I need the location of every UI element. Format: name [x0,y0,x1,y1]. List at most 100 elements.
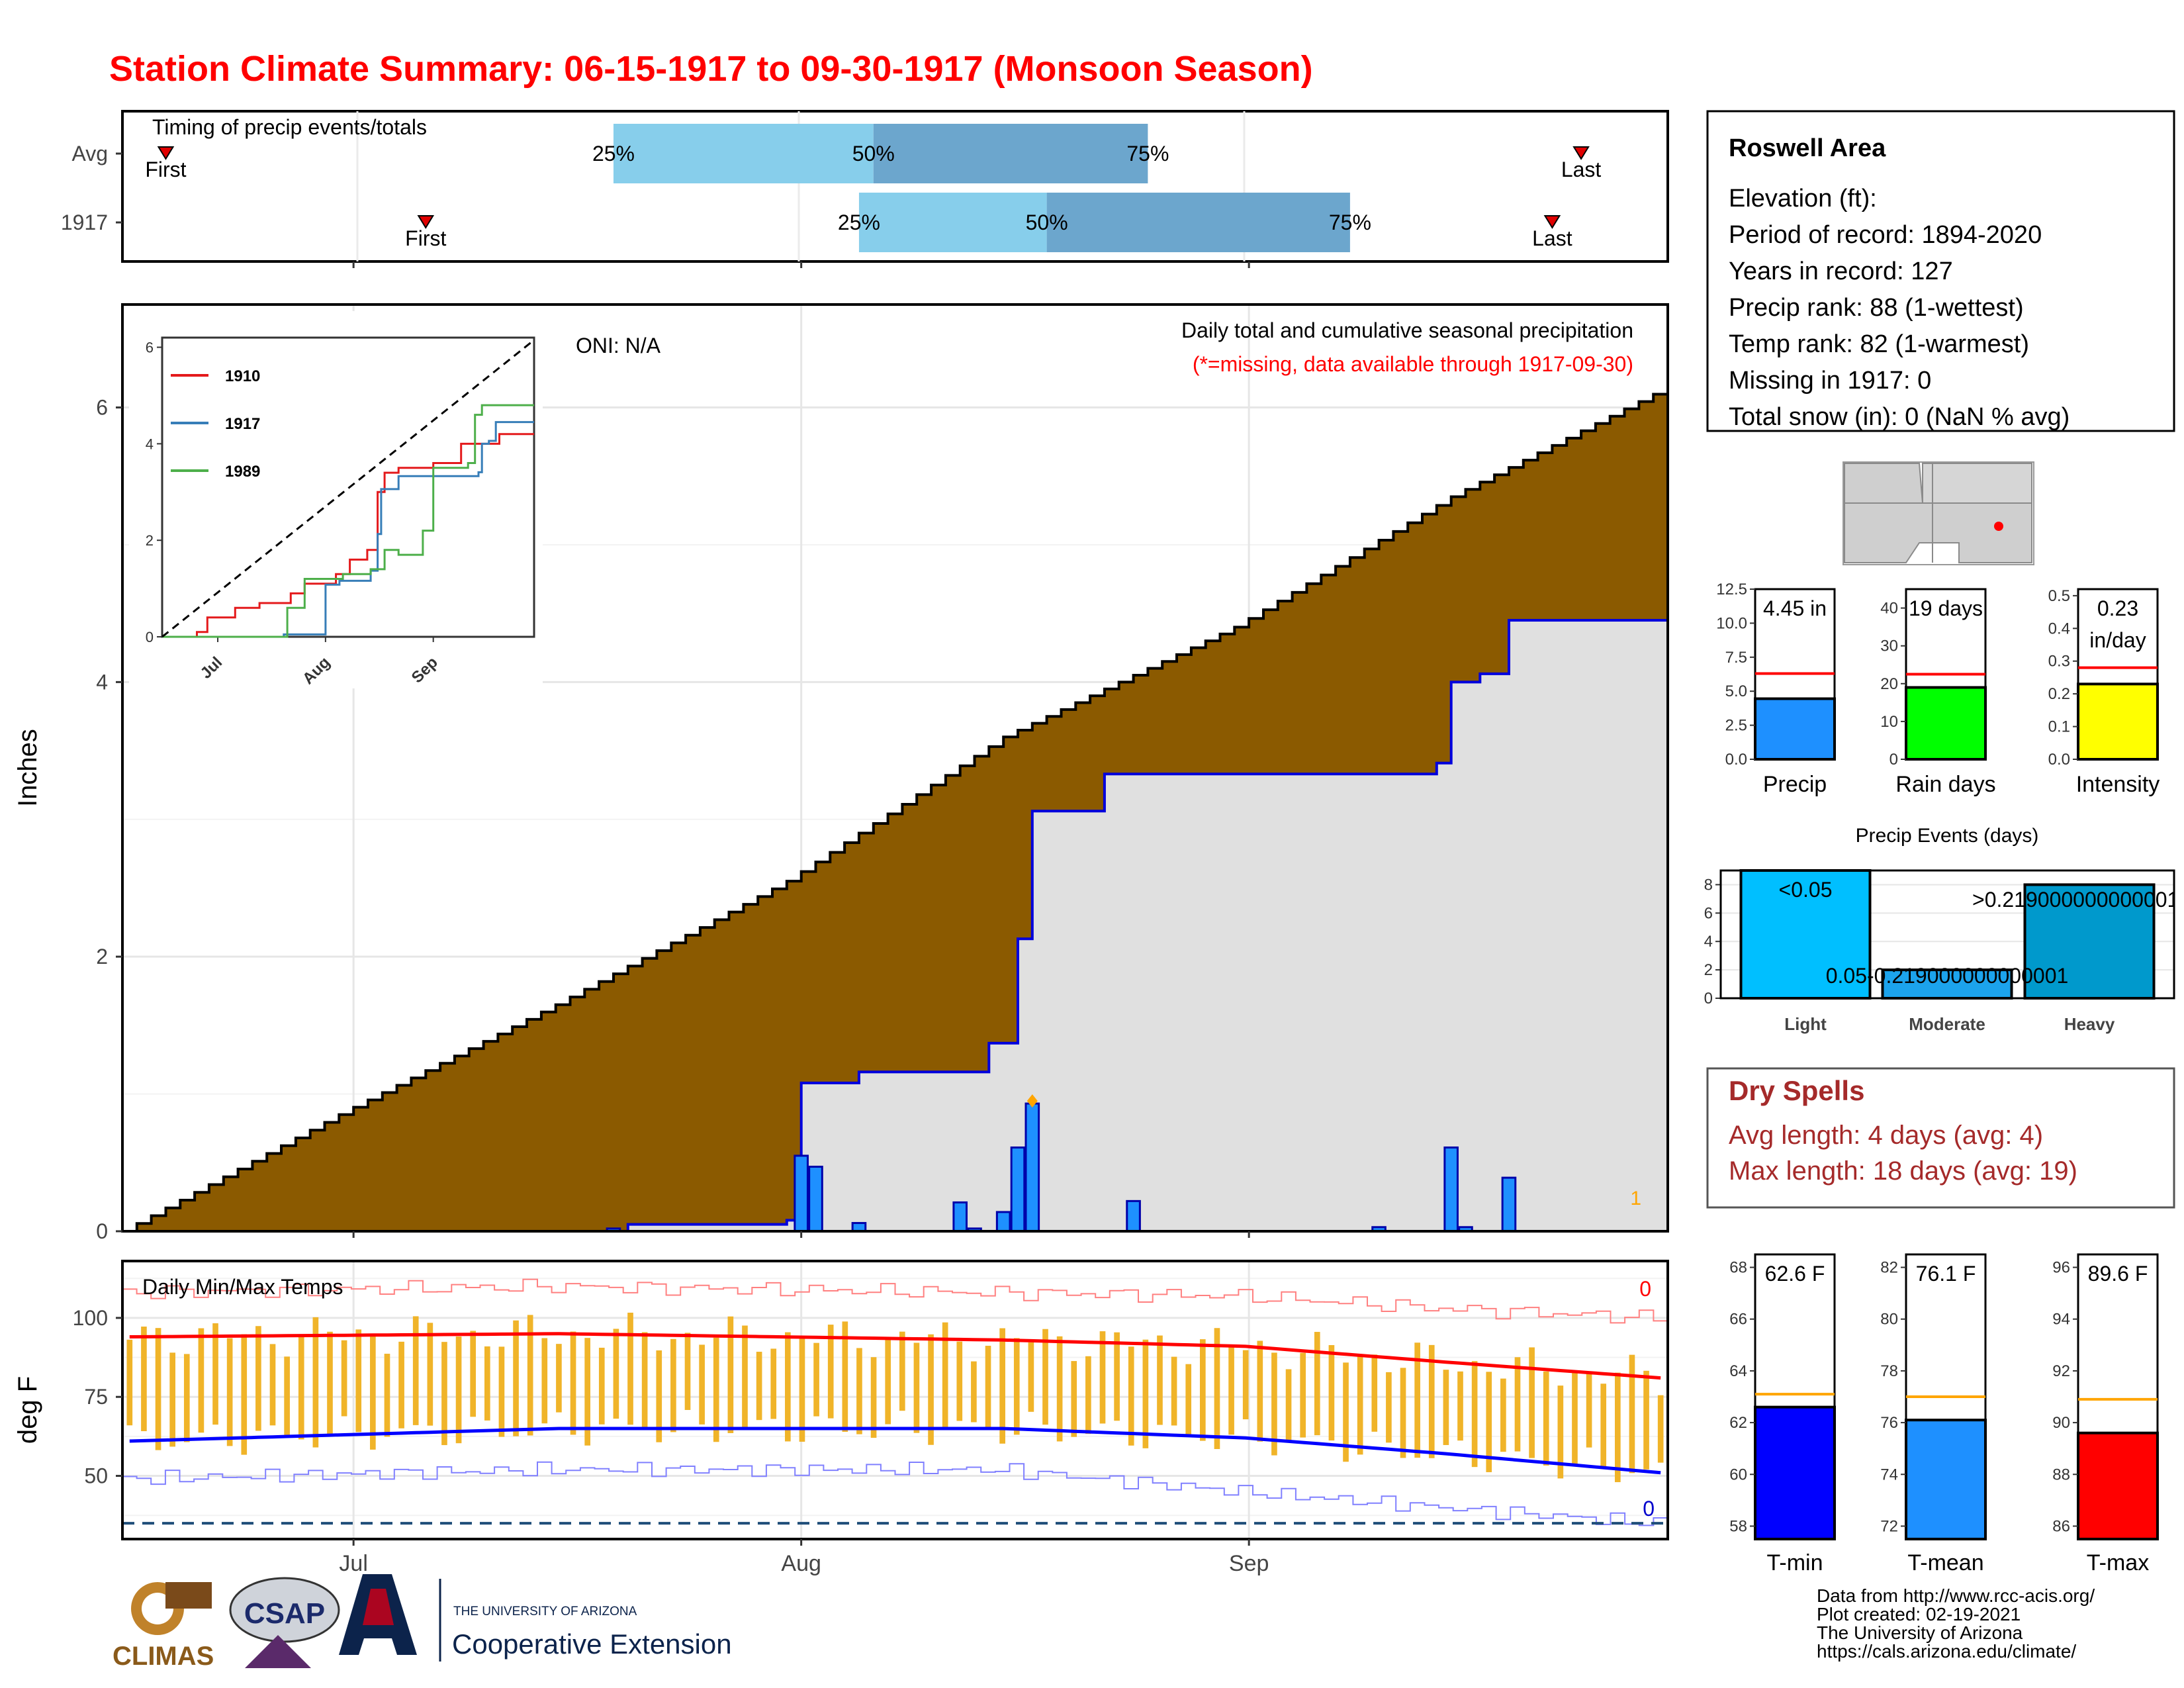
station-marker [1994,522,2003,531]
timing-label: Timing of precip events/totals [152,115,427,139]
ua-line-1: THE UNIVERSITY OF ARIZONA [453,1605,637,1618]
precip-panel-frame [121,303,1669,1233]
daily-temp-range-bar [1557,1385,1564,1479]
temp-bar-tick-label: 72 [1880,1517,1898,1535]
precip-y-tick-label: 2 [96,945,108,968]
timing-row-label: Avg [71,142,108,165]
daily-temp-range-bar [641,1332,648,1430]
temp-bar-value [2077,1431,2159,1541]
daily-temp-range-bar [556,1344,562,1413]
daily-temp-range-bar [312,1317,319,1448]
mini-bar-tick-label: 0.0 [2048,751,2070,769]
ua-line-2: Cooperative Extension [452,1628,732,1660]
inset-line-1917 [162,421,534,638]
daily-temp-range-bar [212,1323,218,1425]
mini-bar-tick-label: 0.2 [2048,685,2070,703]
events-tick-label: 4 [1704,933,1713,951]
daily-temp-range-bar [942,1322,948,1427]
daily-temp-range-bar [1443,1370,1449,1445]
temp-bar-tick-label: 68 [1729,1259,1747,1277]
precip-y-ticks: 0 2 4 6 [96,261,1250,1243]
temp-bar-tick-label: 62 [1729,1414,1747,1432]
temp-missing-min: 0 [1643,1497,1655,1521]
daily-temp-range-bar [1600,1383,1607,1468]
daily-temp-range-bar [198,1328,205,1433]
daily-temp-range-bar [570,1331,576,1435]
daily-temp-range-bar [1214,1328,1220,1450]
daily-temp-range-bar [842,1321,848,1432]
daily-temp-range-bar [1471,1361,1478,1468]
mini-bar-tick-label: 20 [1880,675,1898,693]
temp-bar-tick-label: 92 [2052,1362,2070,1380]
daily-temp-range-bar [541,1338,548,1424]
timing-q75-label: 75% [1126,142,1169,165]
daily-temp-range-bar [742,1325,748,1427]
mini-bar-label: Rain days [1895,772,1995,797]
credit-line-2: Plot created: 02-19-2021 [1817,1604,2021,1624]
precip-y-tick-label: 0 [96,1219,108,1243]
timing-panel: Timing of precip events/totals Avg 25% 50%… [61,110,1669,263]
daily-temp-range-bar [1271,1352,1277,1456]
timing-last-marker [1543,215,1561,229]
temp-bar-label: T-mean [1907,1550,1983,1575]
daily-precip-bar [808,1166,823,1233]
events-bar-text: >0.219000000000001 [1972,888,2179,912]
daily-temp-range-bar [913,1342,920,1433]
daily-temp-range-bar [183,1354,190,1442]
daily-temp-range-bar [384,1354,390,1437]
daily-precip-bar [794,1154,809,1233]
ua-logo: THE UNIVERSITY OF ARIZONA Cooperative Ex… [339,1574,732,1662]
daily-temp-range-bar [155,1328,161,1450]
timing-last-label: Last [1532,226,1572,250]
avg-max-line [129,1332,1661,1380]
credit-line-4: https://cals.arizona.edu/climate/ [1817,1641,2076,1662]
daily-temp-range-bar [1328,1344,1335,1441]
mini-bar-label: Intensity [2076,772,2160,797]
daily-temp-range-bar [412,1316,419,1425]
daily-temp-range-bar [141,1327,147,1432]
inset-y-tick-label: 6 [146,340,154,356]
timing-q50-q75-bar [1046,193,1350,252]
mini-bar-value-text-2: in/day [2089,628,2146,652]
events-tick-label: 6 [1704,904,1713,922]
dry-spells-frame [1706,1067,2175,1209]
events-bar [1739,869,1872,1000]
mini-bar-tick-label: 0.1 [2048,718,2070,736]
station-info: Roswell Area Elevation (ft): Period of re… [1706,110,2175,432]
daily-temp-range-bar [699,1344,705,1425]
record-min-line [122,1461,1668,1526]
mini-bar-tick-label: 0.5 [2048,587,2070,605]
page-title: Station Climate Summary: 06-15-1917 to 0… [109,49,1313,89]
daily-temp-range-bar [1572,1372,1578,1464]
daily-temp-range-bar [1514,1357,1521,1452]
daily-temp-range-bar [327,1331,333,1437]
inset-legend-label: 1917 [225,415,260,433]
events-bar-text: 0.05-0.219000000000001 [1826,964,2069,988]
timing-first-marker [157,146,175,160]
temp-bar-label: T-min [1767,1550,1823,1575]
mini-bar-tick-label: 7.5 [1725,649,1747,667]
timing-first-label: First [145,158,186,181]
daily-temp-range-bar [255,1326,261,1431]
climas-logo: CLIMAS [113,1582,214,1671]
events-bar [2023,883,2156,1000]
daily-temp-range-bar [484,1346,490,1421]
mini-bar-tick-label: 2.5 [1725,717,1747,735]
credit-line-1: Data from http://www.rcc-acis.org/ [1817,1585,2095,1606]
temp-bar-tick-label: 78 [1880,1362,1898,1380]
daily-temp-range-bar [1657,1395,1664,1463]
daily-temp-range-bar [713,1337,719,1442]
daily-temp-range-bar [470,1331,477,1417]
daily-temp-range-bar [1228,1345,1234,1435]
credits: Data from http://www.rcc-acis.org/ Plot … [1817,1585,2095,1662]
station-lines: Elevation (ft): Period of record: 1894-20… [1729,185,2070,431]
timing-q75-label: 75% [1329,211,1371,234]
timing-row-label: 1917 [61,211,108,234]
daily-temp-range-bar [226,1338,233,1446]
mini-bar-tick-label: 40 [1880,600,1898,618]
daily-temp-range-bar [670,1338,676,1432]
timing-rows: Avg 25% 50% 75% First Last 1917 25% 50% 75% First L… [61,124,1601,252]
mini-bar-value [1905,686,1987,761]
daily-temp-range-bar [1242,1350,1249,1420]
